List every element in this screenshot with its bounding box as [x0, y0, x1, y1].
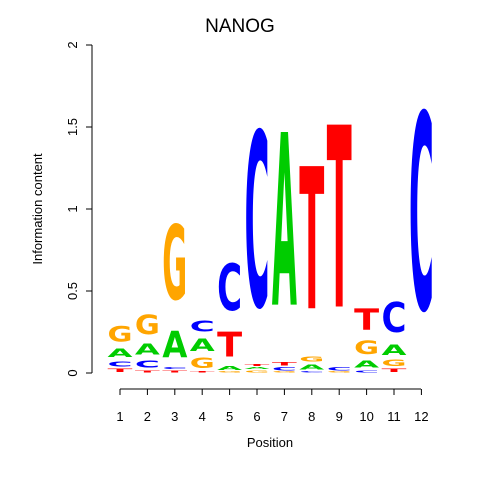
logo-letter-T: T	[162, 370, 187, 373]
x-tick-label: 5	[226, 409, 233, 424]
logo-letter-A: A	[272, 85, 297, 361]
x-axis-ticks: 1 2 3 4 5 6 7 8 9 10 11 12	[116, 389, 429, 424]
logo-letter-C: C	[381, 294, 406, 342]
x-tick-label: 10	[359, 409, 373, 424]
logo-letter-G: G	[135, 309, 160, 341]
logo-letter-C: C	[135, 358, 160, 369]
logo-letter-C: C	[108, 360, 133, 368]
logo-letter-G: G	[217, 371, 242, 373]
logo-letter-T: T	[272, 362, 297, 367]
x-tick-label: 2	[144, 409, 151, 424]
logo-letter-A: A	[108, 347, 133, 360]
y-tick-label: 0	[65, 369, 80, 376]
logo-letter-A: A	[190, 336, 215, 356]
y-tick-label: 2	[65, 41, 80, 48]
y-axis: 0 0.5 1 1.5 2	[65, 41, 93, 377]
logo-letter-C: C	[299, 371, 324, 373]
x-tick-label: 7	[281, 409, 288, 424]
logo-letter-T: T	[107, 368, 132, 373]
y-axis-ticks: 0 0.5 1 1.5 2	[65, 41, 92, 377]
x-tick-label: 11	[387, 409, 401, 424]
y-tick-label: 0.5	[65, 282, 80, 300]
logo-letter-G: G	[299, 355, 324, 363]
logo-letter-G: G	[327, 371, 352, 373]
chart-title: NANOG	[205, 16, 275, 37]
logo-letter-T: T	[217, 326, 242, 365]
logo-letter-A: A	[217, 365, 242, 372]
y-tick-label: 1.5	[65, 118, 80, 136]
x-tick-label: 4	[199, 409, 206, 424]
logo-letter-G: G	[272, 371, 297, 373]
logo-letter-A: A	[245, 367, 270, 370]
logo-letter-C: C	[409, 60, 434, 373]
logo-letter-C: C	[272, 366, 297, 371]
logo-letter-C: C	[244, 84, 269, 363]
logo-letter-C: C	[190, 318, 215, 336]
logo-letter-T: T	[299, 129, 324, 356]
x-tick-label: 8	[308, 409, 315, 424]
x-tick-label: 3	[171, 409, 178, 424]
logo-letter-A: A	[299, 363, 324, 371]
logo-letter-G: G	[382, 359, 407, 369]
logo-letter-A: A	[354, 358, 380, 370]
x-tick-label: 1	[116, 409, 123, 424]
logo-letter-G: G	[245, 370, 270, 373]
x-axis-label: Position	[247, 435, 293, 450]
logo-letter-C: C	[162, 366, 187, 369]
logo-letter-A: A	[162, 325, 187, 367]
x-tick-label: 12	[414, 409, 428, 424]
logo-letters: TCAGTCAGTCAGTGACGATCGATCGCTACAGTGCTCAGTT…	[107, 60, 433, 373]
x-tick-label: 9	[336, 409, 343, 424]
logo-letter-A: A	[382, 342, 408, 358]
logo-letter-T: T	[327, 76, 352, 367]
logo-letter-G: G	[354, 337, 379, 358]
y-tick-label: 1	[65, 205, 80, 212]
logo-letter-G: G	[162, 204, 187, 323]
logo-letter-G: G	[107, 323, 132, 347]
logo-letter-C: C	[217, 251, 242, 326]
y-axis-label: Information content	[30, 153, 45, 265]
logo-letter-T: T	[245, 363, 270, 366]
logo-letter-T: T	[381, 368, 406, 373]
x-axis: 1 2 3 4 5 6 7 8 9 10 11 12	[116, 388, 429, 424]
logo-letter-T: T	[190, 371, 215, 373]
logo-letter-A: A	[135, 341, 161, 359]
logo-letter-T: T	[135, 370, 160, 373]
logo-letter-G: G	[190, 355, 215, 372]
x-tick-label: 6	[253, 409, 260, 424]
logo-letter-C: C	[327, 366, 352, 371]
logo-letter-C: C	[354, 370, 379, 373]
logo-letter-T: T	[354, 302, 379, 337]
